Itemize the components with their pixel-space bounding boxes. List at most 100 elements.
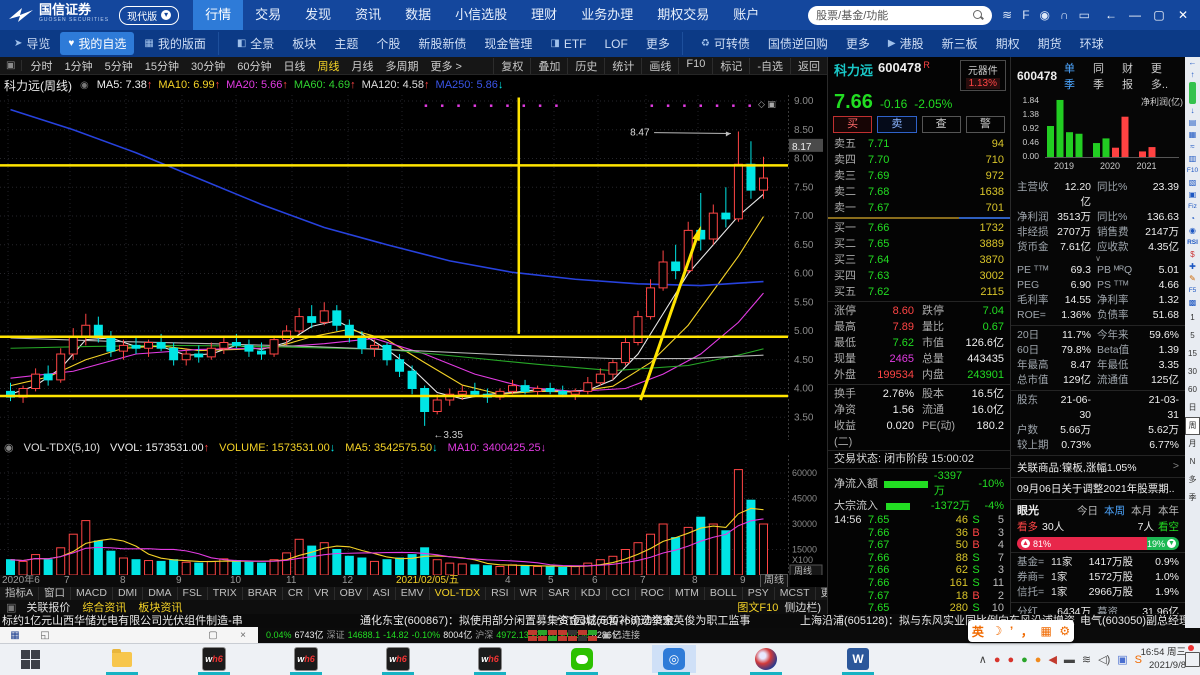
- indicator-KDJ[interactable]: KDJ: [576, 587, 607, 600]
- bid-row[interactable]: 买五 7.62 2115: [828, 284, 1010, 300]
- menu-小信选股[interactable]: 小信选股: [455, 7, 508, 22]
- tf-15分钟[interactable]: 15分钟: [144, 60, 179, 73]
- sentiment-tab-本年[interactable]: 本年: [1158, 504, 1179, 517]
- tf-分时[interactable]: 分时: [30, 60, 53, 73]
- strip-tool-0[interactable]: ▤: [1188, 118, 1197, 127]
- tool-F10[interactable]: F10: [678, 57, 712, 74]
- sentiment-tab-本周[interactable]: 本周: [1104, 504, 1125, 517]
- strip-tool-11[interactable]: $: [1190, 250, 1195, 259]
- strip-tool-6[interactable]: ▣: [1188, 190, 1197, 199]
- sentiment-tab-本月[interactable]: 本月: [1131, 504, 1152, 517]
- period-5[interactable]: 5: [1190, 331, 1195, 340]
- fin-tab-更多..[interactable]: 更多..: [1150, 63, 1169, 91]
- nav-主题[interactable]: 主题: [326, 32, 366, 55]
- collapse-marker[interactable]: ∨: [1095, 254, 1101, 263]
- indicator-DMI[interactable]: DMI: [113, 587, 144, 600]
- period-周[interactable]: 周: [1185, 417, 1200, 435]
- menu-发现[interactable]: 发现: [305, 7, 332, 22]
- taskbar-app-wechat[interactable]: [560, 645, 604, 675]
- period-1[interactable]: 1: [1190, 313, 1195, 322]
- tray-icon-3[interactable]: ●: [1021, 654, 1028, 666]
- related-commodity[interactable]: 关联商品:镍板,涨幅1.05% >: [1011, 458, 1185, 477]
- indicator-VOL-TDX[interactable]: VOL-TDX: [430, 587, 487, 600]
- nav-LOF[interactable]: LOF: [597, 34, 636, 54]
- ime-toolbar[interactable]: 英 ☽ ’ ， ▦ ⚙: [968, 620, 1074, 642]
- period-N[interactable]: N: [1189, 457, 1196, 466]
- strip-tool-8[interactable]: ◔: [1190, 214, 1195, 223]
- period-15[interactable]: 15: [1188, 349, 1197, 358]
- titlebar-icon-4[interactable]: ▭: [1078, 8, 1090, 22]
- period-日[interactable]: 日: [1188, 403, 1197, 412]
- nav-全景[interactable]: ◧ 全景: [229, 32, 282, 55]
- indicator-CR[interactable]: CR: [283, 587, 310, 600]
- ask-row[interactable]: 卖三 7.69 972: [828, 168, 1010, 184]
- tf-更多 >[interactable]: 更多 >: [430, 60, 462, 73]
- nav-新三板[interactable]: 新三板: [934, 32, 986, 55]
- taskbar-app-wh6[interactable]: w h6: [376, 645, 420, 675]
- tool-复权[interactable]: 复权: [493, 57, 530, 74]
- indicator-FSL[interactable]: FSL: [178, 587, 208, 600]
- sector-badge[interactable]: 元器件 1.13%: [959, 60, 1006, 91]
- period-60[interactable]: 60: [1188, 385, 1197, 394]
- bid-row[interactable]: 买一 7.66 1732: [828, 220, 1010, 236]
- tool-叠加[interactable]: 叠加: [530, 57, 567, 74]
- strip-tool-9[interactable]: ◉: [1189, 226, 1196, 235]
- scrollbar-thumb[interactable]: [1189, 82, 1196, 104]
- nav-新股新债[interactable]: 新股新债: [410, 32, 474, 55]
- tool-历史[interactable]: 历史: [567, 57, 604, 74]
- nav-期权[interactable]: 期权: [988, 32, 1028, 55]
- tf-多周期[interactable]: 多周期: [385, 60, 419, 73]
- panel-icon[interactable]: ▣: [6, 601, 17, 614]
- titlebar-icon-0[interactable]: ≋: [1002, 8, 1013, 22]
- period-30[interactable]: 30: [1188, 367, 1197, 376]
- ask-row[interactable]: 卖二 7.68 1638: [828, 184, 1010, 200]
- bid-row[interactable]: 买四 7.63 3002: [828, 268, 1010, 284]
- graphic-f10-button[interactable]: 图文F10: [737, 602, 779, 614]
- tool-画线[interactable]: 画线: [641, 57, 678, 74]
- period-多[interactable]: 多: [1188, 475, 1197, 484]
- taskbar-app-word[interactable]: W: [836, 645, 880, 675]
- indicator-PSY[interactable]: PSY: [743, 587, 775, 600]
- tf-1分钟[interactable]: 1分钟: [64, 60, 93, 73]
- fin-tab-同季[interactable]: 同季: [1093, 63, 1104, 91]
- action-center-icon[interactable]: [1185, 652, 1200, 667]
- news-item[interactable]: 电气(603050)副总经理任月: [1080, 615, 1185, 627]
- tray-icon-10[interactable]: S: [1134, 654, 1142, 666]
- indicator-VR[interactable]: VR: [309, 587, 335, 600]
- fin-tab-财报[interactable]: 财报: [1121, 63, 1133, 91]
- taskbar-clock[interactable]: 16:54 周三 2021/9/8: [1141, 645, 1194, 672]
- announcement-headline[interactable]: 09月06日关于调整2021年股票期..: [1011, 477, 1185, 500]
- indicator-指标A[interactable]: 指标A: [0, 587, 40, 600]
- titlebar-icon-1[interactable]: F: [1022, 8, 1030, 22]
- nav-国债逆回购[interactable]: 国债逆回购: [760, 32, 836, 55]
- titlebar-icon-3[interactable]: ∩: [1060, 8, 1069, 22]
- tf-周线[interactable]: 周线: [317, 60, 340, 73]
- strip-tool-3[interactable]: ▥: [1188, 154, 1197, 163]
- strip-tool-7[interactable]: Fiz: [1188, 203, 1197, 210]
- minimize-button[interactable]: —: [1129, 8, 1141, 22]
- menu-行情[interactable]: 行情: [193, 0, 244, 30]
- menu-账户[interactable]: 账户: [733, 7, 760, 22]
- strip-tool-1[interactable]: ▦: [1188, 130, 1197, 139]
- ime-glyph-2[interactable]: ’: [1009, 624, 1014, 638]
- fin-tab-单季[interactable]: 单季: [1064, 63, 1076, 91]
- indicator-MTM[interactable]: MTM: [670, 587, 705, 600]
- close-icon[interactable]: ×: [240, 629, 246, 641]
- tf-60分钟[interactable]: 60分钟: [237, 60, 272, 73]
- nav-板块[interactable]: 板块: [284, 32, 324, 55]
- tool-返回[interactable]: 返回: [790, 57, 827, 74]
- ask-row[interactable]: 卖四 7.70 710: [828, 152, 1010, 168]
- tray-icon-2[interactable]: ●: [1007, 654, 1015, 666]
- nav-现金管理[interactable]: 现金管理: [476, 32, 540, 55]
- taskbar-app-wh6[interactable]: w h6: [468, 645, 512, 675]
- bid-row[interactable]: 买二 7.65 3889: [828, 236, 1010, 252]
- candlestick-chart[interactable]: 9.00 8.50 8.00 7.50 7.00 6.50 6.00 5.50 5.00 4.50…: [0, 95, 827, 440]
- tray-icon-5[interactable]: ◀: [1048, 654, 1057, 666]
- sidebar-toggle[interactable]: 侧边栏): [784, 602, 821, 614]
- tool--自选[interactable]: -自选: [749, 57, 790, 74]
- period-季[interactable]: 季: [1188, 493, 1197, 502]
- menu-理财[interactable]: 理财: [531, 7, 558, 22]
- nav-更多[interactable]: 更多: [838, 32, 878, 55]
- search-box[interactable]: 股票/基金/功能: [808, 5, 993, 25]
- strip-tool-13[interactable]: ✎: [1189, 274, 1196, 283]
